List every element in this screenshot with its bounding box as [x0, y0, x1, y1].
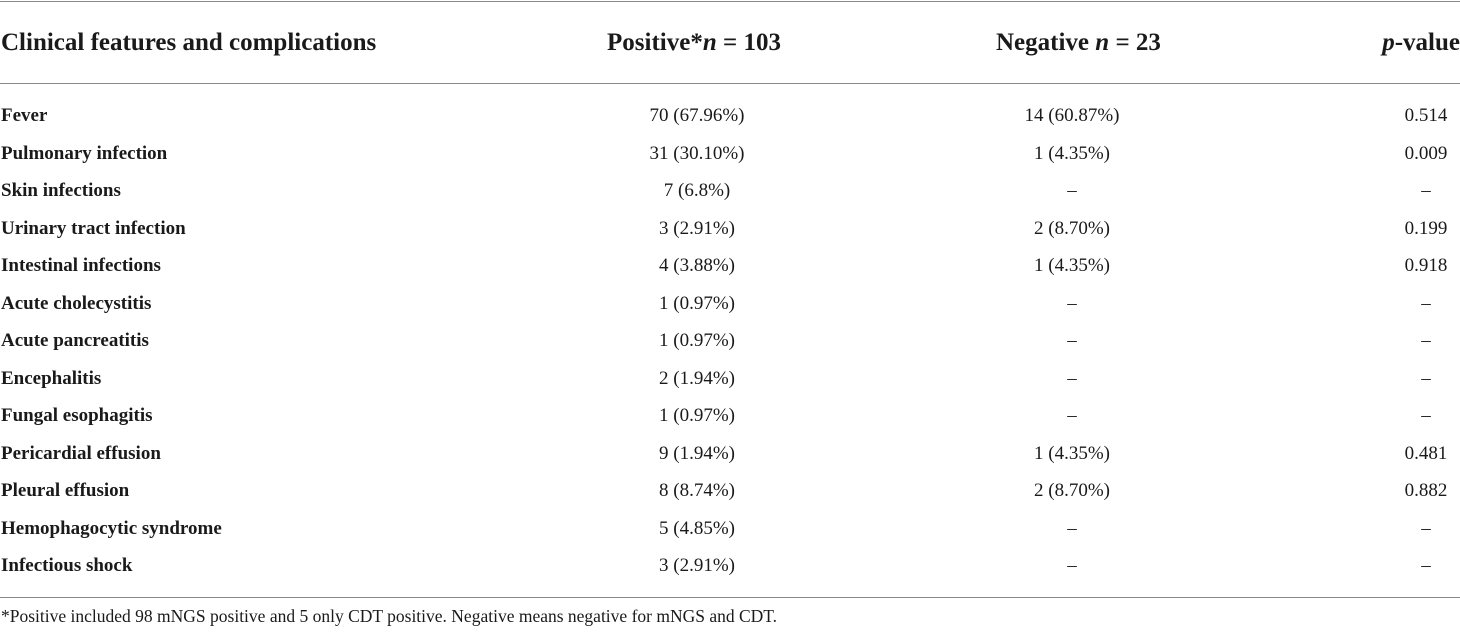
- cell-pvalue: 0.514: [1404, 105, 1448, 126]
- cell-positive: 3 (2.91%): [659, 555, 735, 576]
- cell-feature: Skin infections: [1, 180, 121, 201]
- header-positive: Positive*n = 103: [607, 2, 781, 83]
- cell-pvalue: 0.882: [1404, 480, 1448, 501]
- cell-pvalue: 0.199: [1404, 217, 1448, 239]
- header-negative-n-var: n: [1095, 29, 1110, 56]
- cell-positive: 7 (6.8%): [663, 180, 731, 201]
- cell-pvalue: 0.918: [1404, 255, 1448, 276]
- header-positive-n-value: = 103: [716, 29, 781, 56]
- table-row: Skin infections 7 (6.8%) – –: [0, 172, 1460, 210]
- header-feature: Clinical features and complications: [1, 2, 376, 83]
- table-row: Fever 70 (67.96%) 14 (60.87%) 0.514: [0, 97, 1460, 135]
- cell-feature: Infectious shock: [1, 555, 133, 576]
- header-pvalue-suffix: -value: [1394, 29, 1460, 56]
- cell-negative: –: [1067, 405, 1077, 426]
- table-row: Hemophagocytic syndrome 5 (4.85%) – –: [0, 510, 1460, 548]
- cell-pvalue: –: [1421, 180, 1431, 201]
- cell-positive: 9 (1.94%): [659, 442, 735, 464]
- cell-pvalue: 0.009: [1404, 142, 1448, 164]
- cell-feature: Encephalitis: [1, 367, 102, 389]
- table-row: Infectious shock 3 (2.91%) – –: [0, 547, 1460, 585]
- cell-feature: Fungal esophagitis: [1, 405, 153, 426]
- cell-feature: Pleural effusion: [1, 480, 130, 501]
- cell-negative: 2 (8.70%): [1034, 217, 1110, 239]
- header-negative: Negative n = 23: [996, 2, 1161, 83]
- table-top-rule: [0, 1, 1460, 2]
- header-negative-label: Negative: [996, 29, 1096, 56]
- table-row: Pericardial effusion 9 (1.94%) 1 (4.35%)…: [0, 435, 1460, 473]
- cell-negative: 1 (4.35%): [1034, 442, 1110, 464]
- cell-pvalue: –: [1421, 292, 1431, 314]
- cell-positive: 3 (2.91%): [659, 217, 735, 239]
- cell-pvalue: –: [1421, 330, 1431, 351]
- cell-positive: 1 (0.97%): [659, 330, 735, 351]
- cell-positive: 5 (4.85%): [659, 517, 735, 539]
- header-feature-text: Clinical features and complications: [1, 29, 377, 56]
- header-pvalue-var: p: [1382, 29, 1395, 56]
- cell-negative: –: [1067, 330, 1077, 351]
- cell-negative: 1 (4.35%): [1034, 255, 1110, 276]
- cell-feature: Pulmonary infection: [1, 142, 168, 164]
- table-row: Urinary tract infection 3 (2.91%) 2 (8.7…: [0, 210, 1460, 248]
- cell-positive: 8 (8.74%): [659, 480, 735, 501]
- table-row: Pulmonary infection 31 (30.10%) 1 (4.35%…: [0, 135, 1460, 173]
- cell-pvalue: –: [1421, 517, 1431, 539]
- cell-pvalue: –: [1421, 555, 1431, 576]
- cell-pvalue: –: [1421, 405, 1431, 426]
- cell-negative: 14 (60.87%): [1024, 105, 1120, 126]
- cell-feature: Fever: [1, 105, 48, 126]
- table-body: Fever 70 (67.96%) 14 (60.87%) 0.514 Pulm…: [0, 97, 1460, 585]
- cell-negative: –: [1067, 517, 1077, 539]
- table-row: Acute pancreatitis 1 (0.97%) – –: [0, 322, 1460, 360]
- header-positive-n-var: n: [702, 29, 717, 56]
- table-row: Acute cholecystitis 1 (0.97%) – –: [0, 285, 1460, 323]
- cell-pvalue: –: [1421, 367, 1431, 389]
- cell-positive: 70 (67.96%): [649, 105, 745, 126]
- cell-positive: 1 (0.97%): [659, 405, 735, 426]
- table-header-rule: [0, 83, 1460, 84]
- cell-feature: Acute pancreatitis: [1, 330, 149, 351]
- cell-feature: Urinary tract infection: [1, 217, 186, 239]
- cell-positive: 4 (3.88%): [659, 255, 735, 276]
- table-row: Pleural effusion 8 (8.74%) 2 (8.70%) 0.8…: [0, 472, 1460, 510]
- table-header-row: Clinical features and complications Posi…: [0, 2, 1460, 83]
- cell-negative: –: [1067, 180, 1077, 201]
- cell-feature: Hemophagocytic syndrome: [1, 517, 222, 539]
- cell-feature: Acute cholecystitis: [1, 292, 152, 314]
- cell-negative: 1 (4.35%): [1034, 142, 1110, 164]
- cell-positive: 31 (30.10%): [649, 142, 745, 164]
- table-row: Fungal esophagitis 1 (0.97%) – –: [0, 397, 1460, 435]
- table-row: Intestinal infections 4 (3.88%) 1 (4.35%…: [0, 247, 1460, 285]
- cell-positive: 2 (1.94%): [659, 367, 735, 389]
- table-bottom-rule: [0, 597, 1460, 598]
- cell-negative: –: [1067, 367, 1077, 389]
- header-pvalue: p-value: [1382, 2, 1460, 83]
- table-row: Encephalitis 2 (1.94%) – –: [0, 360, 1460, 398]
- table-footnote: *Positive included 98 mNGS positive and …: [1, 606, 778, 626]
- header-negative-n-value: = 23: [1109, 29, 1161, 56]
- cell-negative: 2 (8.70%): [1034, 480, 1110, 501]
- header-positive-label: Positive*: [607, 29, 703, 56]
- cell-pvalue: 0.481: [1404, 442, 1448, 464]
- cell-feature: Pericardial effusion: [1, 442, 161, 464]
- cell-negative: –: [1067, 292, 1077, 314]
- cell-negative: –: [1067, 555, 1077, 576]
- cell-feature: Intestinal infections: [1, 255, 161, 276]
- cell-positive: 1 (0.97%): [659, 292, 735, 314]
